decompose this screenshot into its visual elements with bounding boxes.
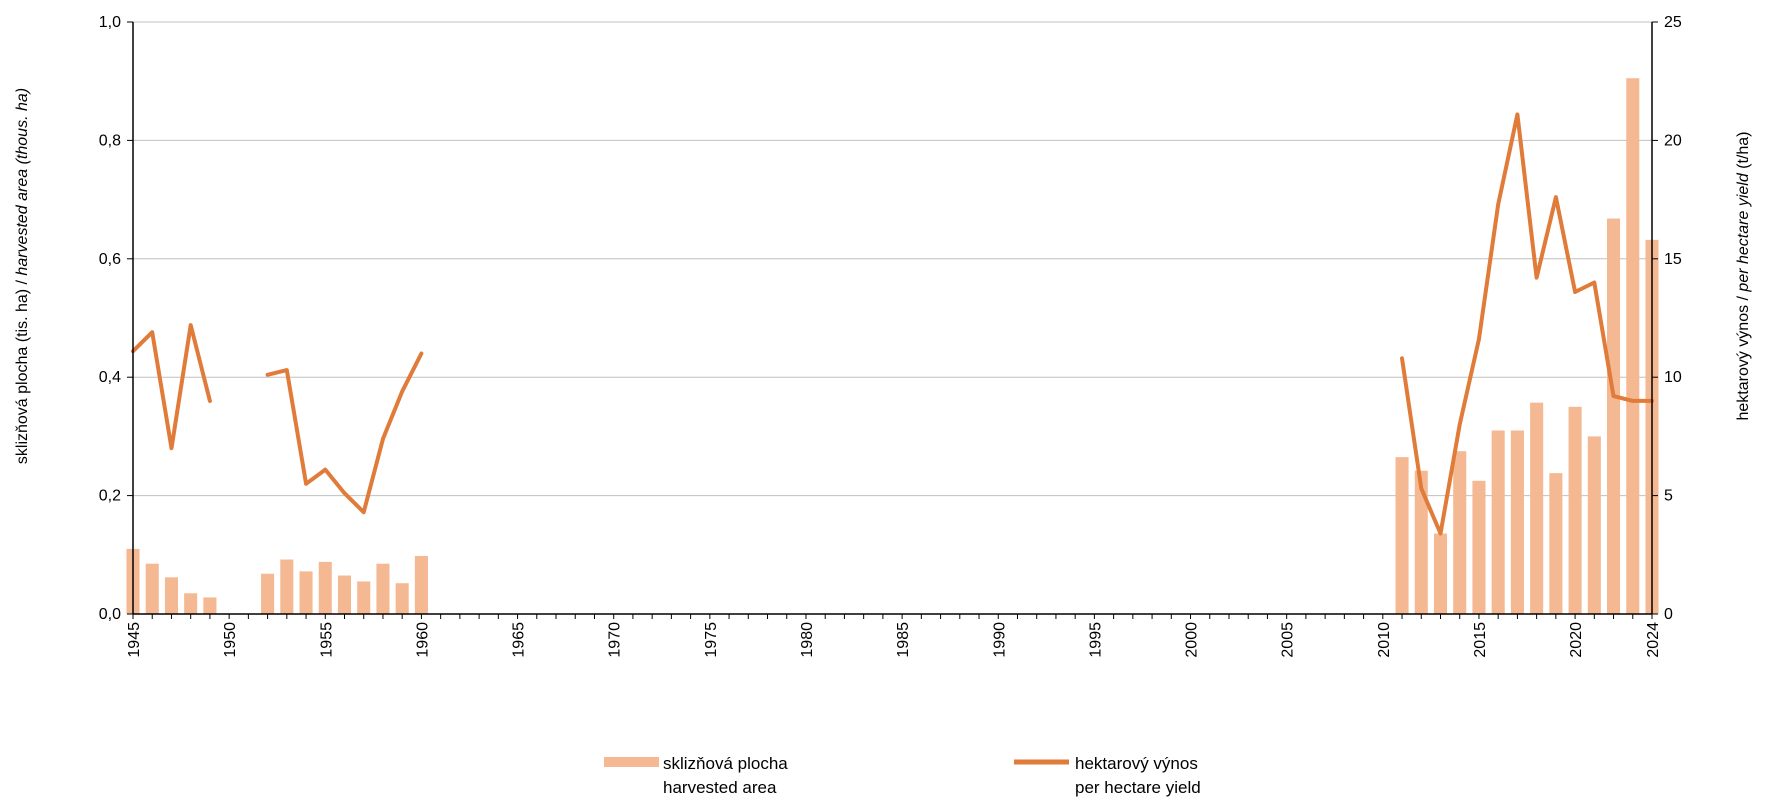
- bar-1959: [395, 583, 409, 614]
- right-tick-label: 20: [1664, 132, 1682, 149]
- bar-2015: [1472, 480, 1486, 614]
- axes: [127, 21, 1658, 619]
- bar-2021: [1587, 436, 1601, 614]
- x-axis-tick-labels: 1945 1950 1955 1960 1965 1970 1975 1980 1985 1990…: [126, 622, 1662, 658]
- x-tick-label: 2000: [1184, 622, 1201, 658]
- bar-1956: [337, 575, 352, 614]
- bar-1949: [203, 597, 217, 614]
- right-axis-tick-labels: 0 5 10 15 20 25: [1664, 14, 1682, 623]
- x-tick-label: 2024: [1645, 622, 1662, 658]
- right-tick-label: 0: [1664, 606, 1673, 623]
- bar-2019: [1549, 473, 1563, 614]
- bar-1958: [376, 563, 390, 614]
- bar-2016: [1491, 430, 1505, 614]
- x-tick-label: 2015: [1472, 622, 1489, 658]
- bar-2014: [1453, 451, 1467, 614]
- left-axis-title: sklizňová plocha (tis. ha) / harvested a…: [14, 88, 31, 464]
- x-tick-label: 2020: [1568, 622, 1585, 658]
- x-tick-label: 1975: [703, 622, 720, 658]
- right-tick-label: 5: [1664, 488, 1673, 505]
- legend-swatch-harvested-area: [604, 757, 659, 767]
- right-axis-title: hektarový výnos / per hectare yield (t/h…: [1735, 131, 1752, 420]
- x-tick-label: 1990: [991, 622, 1008, 658]
- bar-2012: [1414, 470, 1428, 614]
- left-tick-label: 0,8: [99, 132, 121, 149]
- x-tick-label: 1970: [607, 622, 624, 658]
- right-tick-label: 25: [1664, 14, 1682, 31]
- x-tick-label: 1995: [1087, 622, 1104, 658]
- x-tick-label: 2005: [1280, 622, 1297, 658]
- legend-label-yield-en: per hectare yield: [1075, 778, 1201, 797]
- legend: sklizňová plocha harvested area hektarov…: [604, 754, 1201, 797]
- bar-2017: [1510, 430, 1524, 614]
- gridlines: [133, 21, 1652, 497]
- bar-2023: [1626, 78, 1640, 615]
- left-axis-tick-labels: 0,0 0,2 0,4 0,6 0,8 1,0: [99, 14, 121, 623]
- bar-2022: [1607, 218, 1621, 614]
- x-tick-label: 1945: [126, 622, 143, 658]
- x-tick-label: 2010: [1376, 622, 1393, 658]
- legend-label-yield-cz: hektarový výnos: [1075, 754, 1198, 773]
- x-tick-label: 1965: [511, 622, 528, 658]
- yield-line-segment-1: [265, 351, 424, 515]
- left-tick-label: 1,0: [99, 14, 121, 31]
- bar-1960: [414, 555, 428, 614]
- bar-1948: [184, 593, 198, 614]
- bar-2011: [1395, 457, 1409, 614]
- harvested-area-bars: [126, 78, 1659, 615]
- bar-1953: [280, 559, 294, 614]
- yield-line: [131, 112, 1654, 536]
- x-tick-label: 1955: [318, 622, 335, 658]
- left-tick-label: 0,0: [99, 606, 121, 623]
- right-tick-label: 10: [1664, 369, 1682, 386]
- bar-1954: [299, 571, 313, 614]
- x-tick-label: 1950: [222, 622, 239, 658]
- left-tick-label: 0,4: [99, 369, 121, 386]
- bar-1952: [261, 573, 275, 614]
- right-tick-label: 15: [1664, 251, 1682, 268]
- bar-2020: [1568, 406, 1582, 614]
- bar-1947: [164, 577, 178, 614]
- bar-2018: [1530, 402, 1544, 614]
- legend-label-harvested-area-cz: sklizňová plocha: [663, 754, 788, 773]
- x-tick-label: 1980: [799, 622, 816, 658]
- legend-label-harvested-area-en: harvested area: [663, 778, 777, 797]
- left-tick-label: 0,2: [99, 488, 121, 505]
- bar-1957: [357, 581, 371, 614]
- bar-1955: [318, 561, 332, 614]
- yield-line-segment-0: [131, 323, 212, 451]
- bar-1946: [145, 563, 159, 614]
- left-tick-label: 0,6: [99, 251, 121, 268]
- x-tick-label: 1985: [895, 622, 912, 658]
- yield-line-segment-2: [1400, 112, 1654, 536]
- x-tick-label: 1960: [414, 622, 431, 658]
- bar-2013: [1433, 533, 1448, 614]
